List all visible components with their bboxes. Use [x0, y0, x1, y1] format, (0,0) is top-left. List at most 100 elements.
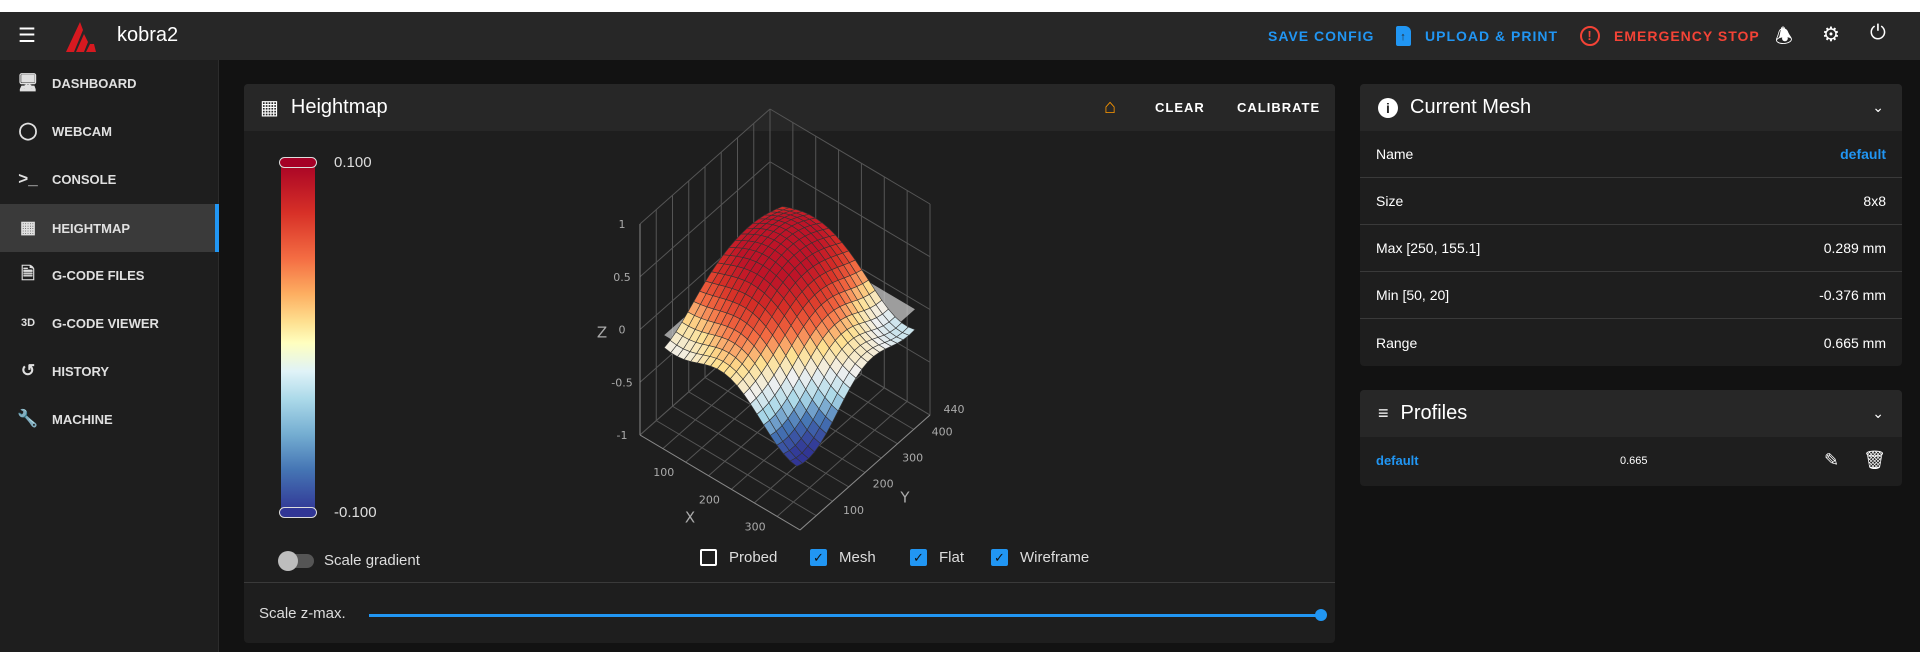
x-tick-label: 200 — [699, 493, 720, 506]
row-label: Size — [1376, 193, 1404, 209]
stack-icon: ≡ — [1378, 403, 1389, 423]
upload-print-button[interactable]: ↑ UPLOAD & PRINT — [1396, 12, 1558, 60]
sidebar-item-gcode-viewer[interactable]: 3D G-CODE VIEWER — [0, 300, 219, 346]
save-config-label: SAVE CONFIG — [1268, 28, 1375, 44]
scale-gradient-toggle[interactable]: Scale gradient — [278, 550, 420, 571]
current-mesh-header[interactable]: i Current Mesh ⌄ — [1360, 84, 1902, 131]
history-icon: ↺ — [20, 361, 36, 380]
grid-line — [672, 405, 833, 502]
menu-icon[interactable]: ☰ — [18, 25, 36, 47]
x-axis-title: X — [685, 509, 695, 527]
x-tick-label: 300 — [745, 520, 766, 533]
delete-icon[interactable]: 🗑 — [1863, 450, 1886, 470]
emergency-stop-button[interactable]: ! EMERGENCY STOP — [1580, 12, 1760, 60]
checkbox-checked-icon: ✓ — [810, 549, 827, 566]
sidebar-item-dashboard[interactable]: 🖥 DASHBOARD — [0, 60, 219, 106]
sidebar-item-label: HISTORY — [52, 363, 110, 379]
chevron-down-icon[interactable]: ⌄ — [1872, 405, 1884, 421]
sidebar-item-label: HEIGHTMAP — [52, 220, 130, 236]
row-label: Max [250, 155.1] — [1376, 240, 1481, 256]
3d-icon: 3D — [20, 317, 36, 329]
colorbar-max-handle[interactable] — [279, 157, 317, 168]
mesh-row-max: Max [250, 155.1] 0.289 mm — [1360, 225, 1902, 272]
sidebar-item-gcode-files[interactable]: 🗎 G-CODE FILES — [0, 252, 219, 298]
grid-line — [769, 108, 931, 205]
probed-checkbox[interactable]: Probed — [700, 549, 777, 566]
mesh-checkbox[interactable]: ✓ Mesh — [810, 549, 876, 566]
row-value[interactable]: default — [1840, 146, 1886, 162]
save-config-button[interactable]: SAVE CONFIG — [1268, 12, 1374, 60]
power-icon[interactable]: ⏻ — [1870, 22, 1886, 44]
sidebar-item-label: G-CODE FILES — [52, 267, 145, 283]
wrench-icon: 🔧 — [17, 409, 39, 428]
z-tick-label: -0.5 — [611, 376, 632, 389]
sidebar-item-webcam[interactable]: ◯ WEBCAM — [0, 108, 219, 154]
clear-button[interactable]: CLEAR — [1155, 100, 1205, 115]
alert-octagon-icon: ! — [1580, 26, 1600, 46]
bell-icon[interactable]: 🕭 — [1775, 26, 1793, 48]
y-tick-label: 440 — [944, 403, 965, 416]
home-icon[interactable]: ⌂ — [1104, 96, 1117, 118]
heightmap-card: ▦ Heightmap ⌂ CLEAR CALIBRATE 0.100 -0.1… — [244, 84, 1335, 643]
heightmap-3d-plot[interactable]: 1 0.5 0 -0.5 -1 100 200 300 100 200 300 400 440 Z X Y — [244, 84, 1335, 554]
flat-checkbox[interactable]: ✓ Flat — [910, 549, 964, 566]
colorbar-min-handle[interactable] — [279, 507, 317, 518]
grid-line — [688, 391, 850, 488]
checkbox-label: Mesh — [839, 549, 876, 566]
app-bar: ☰ kobra2 SAVE CONFIG ↑ UPLOAD & PRINT ! EM… — [0, 12, 1920, 60]
x-axis-line — [639, 434, 801, 531]
info-icon: i — [1378, 97, 1398, 118]
chevron-down-icon[interactable]: ⌄ — [1872, 99, 1884, 115]
sidebar-item-label: G-CODE VIEWER — [52, 315, 159, 331]
checkbox-checked-icon: ✓ — [991, 549, 1008, 566]
emergency-stop-label: EMERGENCY STOP — [1614, 28, 1760, 44]
sidebar-item-label: MACHINE — [52, 411, 113, 427]
scale-zmax-slider[interactable] — [369, 609, 1327, 621]
wireframe-checkbox[interactable]: ✓ Wireframe — [991, 549, 1089, 566]
file-upload-icon: ↑ — [1396, 26, 1411, 46]
sidebar: 🖥 DASHBOARD ◯ WEBCAM >_ CONSOLE ▦ HEIGHTMAP … — [0, 60, 219, 652]
colorbar — [281, 160, 315, 512]
sidebar-item-heightmap[interactable]: ▦ HEIGHTMAP — [0, 204, 219, 252]
sidebar-item-history[interactable]: ↺ HISTORY — [0, 348, 219, 394]
toggle-thumb — [278, 550, 298, 571]
file-document-icon: 🗎 — [21, 263, 35, 283]
sidebar-item-machine[interactable]: 🔧 MACHINE — [0, 396, 219, 442]
calibrate-button[interactable]: CALIBRATE — [1237, 100, 1321, 115]
row-value: -0.376 mm — [1819, 287, 1886, 303]
scale-gradient-label: Scale gradient — [324, 552, 420, 569]
profile-name[interactable]: default — [1376, 453, 1419, 468]
slider-thumb[interactable] — [1315, 609, 1327, 621]
z-tick-label: 1 — [619, 218, 626, 231]
z-tick-label: -1 — [617, 429, 628, 442]
current-mesh-title: Current Mesh — [1410, 96, 1532, 118]
y-tick-label: 300 — [902, 452, 923, 465]
checkbox-checked-icon: ✓ — [910, 549, 927, 566]
z-tick-label: 0.5 — [613, 271, 631, 284]
checkbox-label: Probed — [729, 549, 778, 566]
toggle-track — [278, 550, 314, 571]
profiles-title: Profiles — [1400, 402, 1468, 424]
mesh-row-size: Size 8x8 — [1360, 178, 1902, 225]
app-title: kobra2 — [117, 24, 179, 46]
webcam-icon: ◯ — [18, 121, 38, 140]
pencil-icon[interactable]: ✎ — [1824, 450, 1840, 470]
colorbar-max-label: 0.100 — [334, 154, 372, 171]
console-icon: >_ — [18, 169, 38, 188]
row-value: 0.289 mm — [1823, 240, 1886, 256]
divider — [244, 582, 1335, 583]
sidebar-item-console[interactable]: >_ CONSOLE — [0, 156, 219, 202]
settings-gears-icon[interactable]: ⚙ — [1822, 24, 1840, 46]
sidebar-item-label: CONSOLE — [52, 171, 117, 187]
monitor-dashboard-icon: 🖥 — [17, 73, 39, 92]
heightmap-title: Heightmap — [290, 96, 388, 118]
grid-icon: ▦ — [19, 218, 37, 237]
checkbox-label: Flat — [939, 549, 965, 566]
y-tick-label: 200 — [873, 478, 894, 491]
profiles-header[interactable]: ≡ Profiles ⌄ — [1360, 390, 1902, 437]
heightmap-card-header: ▦ Heightmap ⌂ CLEAR CALIBRATE — [244, 84, 1335, 131]
grid-icon: ▦ — [260, 97, 279, 119]
mesh-row-range: Range 0.665 mm — [1360, 319, 1902, 366]
current-mesh-card: i Current Mesh ⌄ Name default Size 8x8 Max… — [1360, 84, 1902, 366]
colorbar-min-label: -0.100 — [334, 504, 377, 521]
